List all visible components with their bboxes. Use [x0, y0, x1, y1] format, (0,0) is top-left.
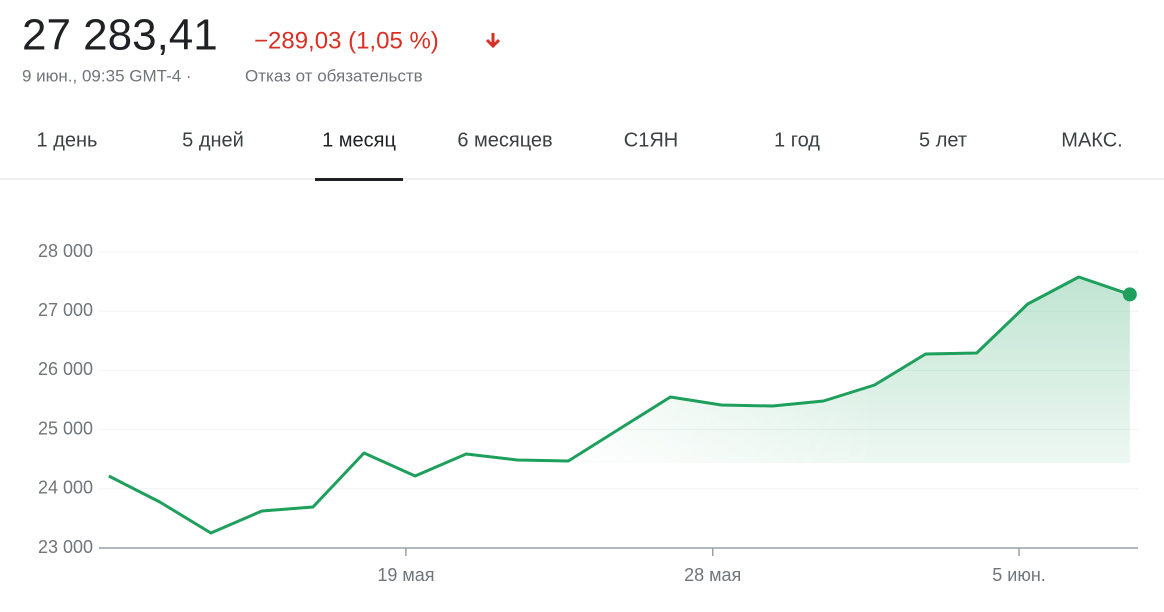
disclaimer-link[interactable]: Отказ от обязательств	[245, 66, 423, 85]
y-tick-label: 28 000	[38, 241, 93, 261]
area	[108, 277, 1130, 533]
timestamp: 9 июн., 09:35 GMT-4 ·	[22, 66, 192, 85]
tab[interactable]: 5 дней	[182, 129, 244, 151]
x-tick-label: 5 июн.	[992, 565, 1046, 585]
y-tick-label: 27 000	[38, 300, 93, 320]
tab[interactable]: МАКС.	[1061, 129, 1122, 151]
y-tick-label: 25 000	[38, 418, 93, 438]
price: 27 283,41	[22, 11, 218, 60]
tab[interactable]: 1 день	[37, 129, 98, 151]
down-arrow	[485, 33, 501, 49]
tab[interactable]: 5 лет	[919, 129, 967, 151]
price-change: −289,03 (1,05 %)	[254, 27, 439, 54]
y-tick-label: 23 000	[38, 537, 93, 557]
tab[interactable]: 1 год	[774, 129, 820, 151]
x-tick-label: 19 мая	[377, 565, 434, 585]
x-tick-label: 28 мая	[684, 565, 741, 585]
line	[108, 275, 1131, 535]
tab[interactable]: С1ЯН	[624, 129, 678, 151]
active-tab-indicator	[315, 178, 403, 181]
y-tick-label: 26 000	[38, 359, 93, 379]
y-tick-label: 24 000	[38, 478, 93, 498]
tab[interactable]: 1 месяц	[322, 129, 396, 151]
tab[interactable]: 6 месяцев	[457, 129, 552, 151]
last-point	[1122, 287, 1137, 302]
